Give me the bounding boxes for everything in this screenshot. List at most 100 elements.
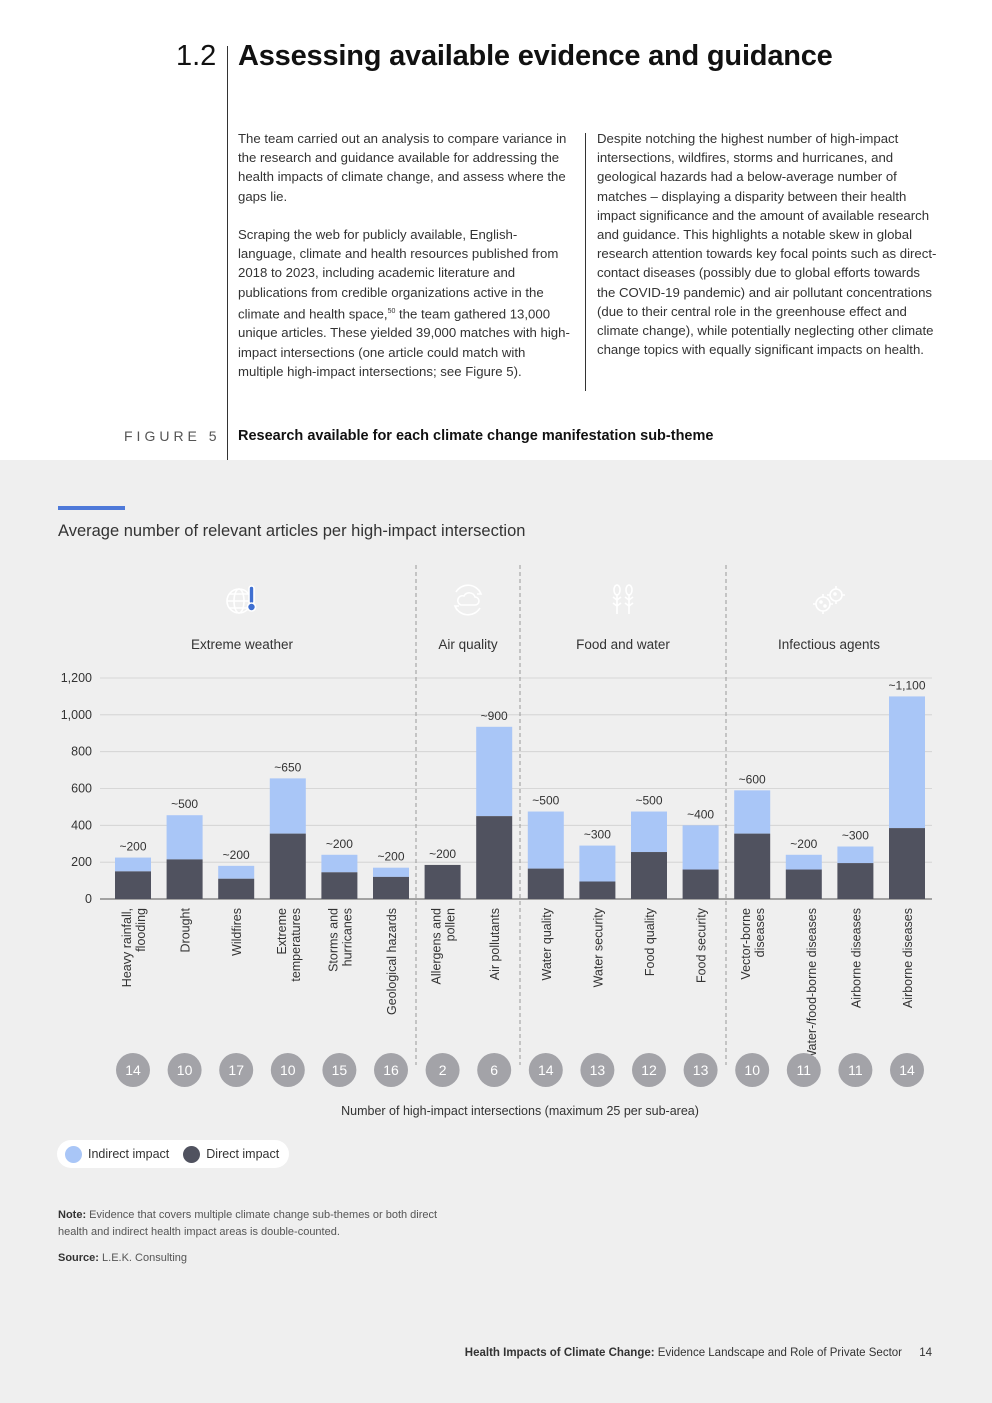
intersection-badge	[683, 1053, 718, 1087]
chart-subtitle: Average number of relevant articles per …	[58, 522, 526, 540]
x-category-label: Vector-bornediseases	[739, 908, 767, 980]
x-category-label: Drought	[179, 907, 193, 952]
intersection-count: 10	[177, 1062, 193, 1078]
data-label: ~600	[739, 772, 766, 786]
x-category-label-line: temperatures	[289, 908, 303, 982]
data-label: ~400	[687, 807, 714, 821]
intersection-count: 14	[899, 1062, 915, 1078]
source: Source: L.E.K. Consulting	[58, 1250, 187, 1267]
y-tick-label: 800	[71, 745, 92, 759]
bar-direct	[527, 868, 564, 899]
bar-indirect	[682, 825, 719, 870]
bar-direct	[166, 859, 203, 899]
bar-indirect	[218, 865, 255, 879]
intersection-count: 16	[383, 1062, 399, 1078]
bar-direct	[682, 869, 719, 899]
bar-indirect	[527, 811, 564, 869]
data-label: ~500	[635, 794, 662, 808]
x-category-label: Airborne diseases	[849, 908, 863, 1008]
bar-indirect	[269, 778, 306, 834]
direct-impact-swatch	[183, 1145, 201, 1163]
bar-indirect	[889, 696, 925, 829]
figure-panel	[0, 460, 992, 1403]
intersection-badge	[735, 1053, 770, 1087]
bar-indirect	[115, 857, 151, 872]
data-label: ~650	[274, 760, 301, 774]
intersection-count: 17	[228, 1062, 244, 1078]
x-category-label-line: pollen	[444, 908, 458, 941]
column-divider	[585, 133, 586, 391]
source-text: L.E.K. Consulting	[102, 1252, 188, 1264]
x-category-label: Food security	[695, 907, 709, 983]
x-category-label: Heavy rainfall,flooding	[120, 908, 148, 987]
data-label: ~1,100	[888, 678, 925, 692]
intersection-badge	[425, 1053, 460, 1087]
bar-indirect	[476, 726, 513, 817]
intersection-badge	[116, 1053, 150, 1087]
x-category-label-line: Airborne diseases	[849, 908, 863, 1008]
bar-direct	[424, 864, 461, 899]
data-label: ~500	[171, 797, 198, 811]
bar-direct	[889, 828, 925, 899]
data-label: ~200	[377, 850, 404, 864]
intersection-badge	[477, 1053, 512, 1087]
figure-label: FIGURE 5	[124, 428, 221, 444]
bar-indirect	[579, 845, 616, 882]
accent-bar	[58, 506, 125, 510]
chart-legend: Indirect impact Direct impact	[57, 1140, 290, 1168]
x-category-label-line: Drought	[179, 907, 193, 952]
intersection-badge	[270, 1053, 305, 1087]
intersection-count: 10	[744, 1062, 760, 1078]
x-category-label: Extremetemperatures	[275, 908, 303, 982]
cloud-cycle-icon	[439, 571, 497, 629]
y-tick-label: 1,200	[61, 671, 92, 685]
bar-indirect	[321, 854, 358, 873]
x-category-label-line: Water quality	[540, 907, 554, 980]
x-category-label: Airborne diseases	[901, 908, 915, 1008]
x-category-label-line: hurricanes	[340, 908, 354, 966]
intersection-count: 11	[848, 1062, 863, 1078]
intersection-count: 12	[641, 1062, 657, 1078]
bar-indirect	[837, 846, 874, 864]
bar-indirect	[373, 867, 409, 877]
category-label-extreme-weather: Extreme weather	[190, 637, 294, 652]
x-category-label: Water quality	[540, 907, 554, 980]
vertical-rule	[227, 46, 228, 460]
virus-icon	[800, 571, 858, 629]
note-text: Evidence that covers multiple climate ch…	[58, 1209, 438, 1238]
bar-direct	[579, 881, 616, 899]
section-number: 1.2	[176, 40, 217, 72]
x-category-label-line: Airborne diseases	[901, 908, 915, 1008]
category-label-infectious-agents: Infectious agents	[777, 637, 881, 652]
x-category-label-line: diseases	[753, 908, 767, 957]
data-label: ~200	[119, 840, 146, 854]
bar-indirect	[631, 811, 667, 853]
x-category-label: Wildfires	[230, 908, 244, 956]
data-label: ~500	[532, 794, 559, 808]
y-tick-label: 400	[71, 818, 92, 832]
bar-direct	[373, 876, 409, 899]
x-category-label-line: Food quality	[643, 907, 657, 976]
data-label: ~300	[842, 829, 869, 843]
intersection-badge	[632, 1053, 666, 1087]
intersection-badge	[528, 1053, 563, 1087]
wheat-icon	[594, 571, 652, 629]
bar-direct	[631, 852, 667, 899]
x-category-label-line: Water-/food-borne diseases	[805, 908, 819, 1062]
y-tick-label: 200	[71, 855, 92, 869]
intersection-count: 10	[280, 1062, 296, 1078]
bar-indirect	[166, 815, 203, 860]
data-label: ~900	[481, 709, 508, 723]
paragraph-text: the team gathered 13,000 unique articles…	[238, 306, 570, 379]
intersection-badge	[580, 1053, 615, 1087]
bar-direct	[476, 816, 513, 899]
indirect-impact-swatch	[65, 1145, 82, 1163]
x-category-label-line: Allergens and	[430, 908, 444, 984]
footnote-ref[interactable]: 50	[387, 307, 396, 315]
data-label: ~300	[584, 828, 611, 842]
x-category-label-line: Vector-borne	[739, 908, 753, 980]
data-label: ~200	[790, 837, 817, 851]
intersection-badge	[322, 1053, 357, 1087]
bar-indirect	[734, 790, 771, 834]
bar-direct	[734, 833, 771, 899]
